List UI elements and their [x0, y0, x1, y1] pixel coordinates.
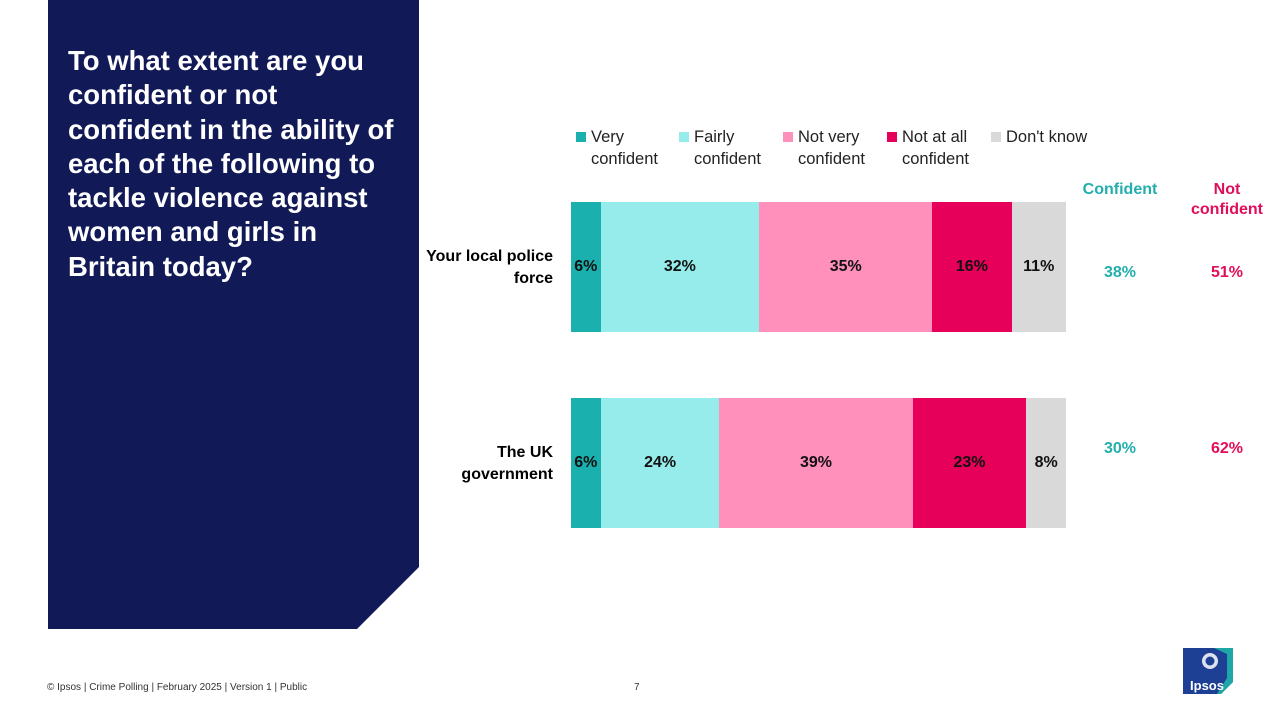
legend-swatch: [783, 132, 793, 142]
net-not-confident-value: 62%: [1210, 440, 1244, 457]
stacked-bar: 6% 24% 39% 23% 8%: [571, 398, 1066, 528]
logo-text: Ipsos: [1190, 678, 1224, 693]
category-label: The UK government: [461, 444, 553, 483]
net-not-confident-value: 51%: [1210, 264, 1244, 281]
legend-item: Very confident: [576, 126, 679, 172]
bar-segment: 11%: [1011, 202, 1066, 332]
chart-legend: Very confident Fairly confident Not very c…: [576, 126, 1094, 172]
confident-header: Confident: [1082, 181, 1158, 198]
legend-swatch: [576, 132, 586, 142]
legend-item: Don't know: [991, 126, 1094, 172]
not-confident-header: Not confident: [1191, 181, 1263, 218]
legend-label: Not very confident: [798, 128, 865, 168]
footer-copyright: © Ipsos | Crime Polling | February 2025 …: [47, 682, 308, 693]
legend-label: Fairly confident: [694, 128, 761, 168]
page-number: 7: [634, 682, 640, 693]
legend-swatch: [887, 132, 897, 142]
legend-label: Very confident: [591, 128, 658, 168]
net-confident-value: 38%: [1103, 264, 1137, 281]
category-label: Your local police force: [426, 248, 553, 287]
legend-item: Not at all confident: [887, 126, 991, 172]
bar-segment: 23%: [912, 398, 1027, 528]
legend-swatch: [991, 132, 1001, 142]
ipsos-logo: Ipsos: [1183, 648, 1233, 694]
legend-swatch: [679, 132, 689, 142]
bar-segment: 39%: [719, 398, 913, 528]
bar-segment: 24%: [600, 398, 720, 528]
legend-item: Fairly confident: [679, 126, 783, 172]
bar-segment: 35%: [759, 202, 933, 332]
question-panel: [48, 0, 419, 629]
net-confident-value: 30%: [1103, 440, 1137, 457]
legend-item: Not very confident: [783, 126, 887, 172]
bar-segment: 16%: [932, 202, 1012, 332]
stacked-bar: 6% 32% 35% 16% 11%: [571, 202, 1066, 332]
bar-segment: 6%: [571, 398, 601, 528]
question-title: To what extent are you confident or not …: [68, 45, 394, 282]
bar-segment: 32%: [600, 202, 760, 332]
bar-segment: 6%: [571, 202, 601, 332]
legend-label: Don't know: [1006, 128, 1088, 146]
bar-segment: 8%: [1026, 398, 1066, 528]
legend-label: Not at all confident: [902, 128, 969, 168]
